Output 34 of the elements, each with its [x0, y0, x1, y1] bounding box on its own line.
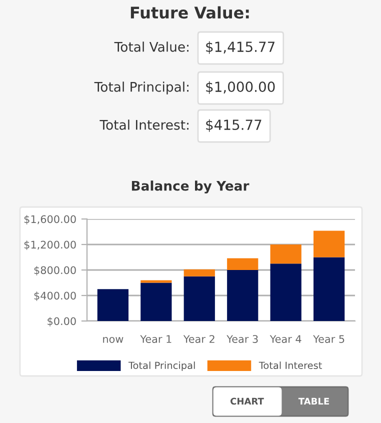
- text: CHART: [230, 398, 264, 405]
- x-tick-label: Year 1: [140, 335, 172, 343]
- text: TABLE: [298, 398, 329, 404]
- bar: [227, 258, 258, 270]
- bar: [140, 282, 172, 321]
- text: Future Value:: [130, 6, 249, 19]
- text: $1,415.77: [206, 41, 274, 54]
- bar: [184, 269, 215, 276]
- x-tick-label: Year 4: [270, 335, 302, 343]
- y-tick-label: $1,200.00: [24, 240, 76, 250]
- y-tick-label: $1,600.00: [24, 215, 76, 224]
- y-tick-label: $400.00: [34, 292, 76, 301]
- text: $415.77: [206, 119, 262, 132]
- bar: [97, 289, 128, 321]
- bar: [227, 270, 258, 321]
- text: $1,000.00: [206, 81, 275, 94]
- legend-label: Total Interest: [258, 362, 322, 370]
- bar: [270, 264, 302, 321]
- x-tick-label: Year 3: [226, 335, 258, 343]
- bar: [314, 230, 345, 258]
- y-tick-label: $800.00: [34, 266, 76, 276]
- x-tick-label: Year 5: [313, 335, 344, 343]
- bar: [314, 257, 345, 321]
- bar: [140, 280, 172, 283]
- bar: [270, 244, 302, 264]
- legend-label: Total Principal: [128, 362, 195, 371]
- text: Total Interest:: [100, 120, 188, 130]
- text: Total Principal:: [94, 82, 188, 94]
- x-tick-label: now: [103, 336, 124, 343]
- y-tick-label: $0.00: [48, 317, 76, 326]
- text: Total Value:: [114, 42, 188, 52]
- x-tick-label: Year 2: [183, 335, 214, 343]
- bar: [184, 276, 215, 321]
- chart-title: Balance by Year: [132, 180, 250, 194]
